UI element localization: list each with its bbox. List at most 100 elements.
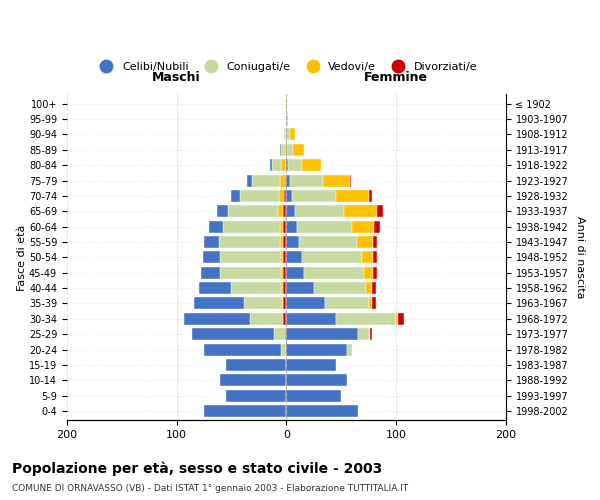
Bar xyxy=(314,282,367,294)
Bar xyxy=(302,252,362,264)
Bar xyxy=(374,220,380,232)
Bar xyxy=(370,328,372,340)
Text: Femmine: Femmine xyxy=(364,70,428,84)
Bar xyxy=(286,252,302,264)
Bar xyxy=(204,344,281,355)
Bar xyxy=(240,190,278,202)
Bar xyxy=(286,220,297,232)
Bar xyxy=(284,190,286,202)
Text: Popolazione per età, sesso e stato civile - 2003: Popolazione per età, sesso e stato civil… xyxy=(12,461,382,475)
Bar xyxy=(199,282,232,294)
Bar xyxy=(220,374,286,386)
Bar xyxy=(281,267,283,278)
Bar xyxy=(286,236,299,248)
Bar xyxy=(290,174,323,186)
Bar xyxy=(281,144,284,156)
Bar xyxy=(323,174,350,186)
Bar xyxy=(285,174,286,186)
Bar xyxy=(286,313,335,325)
Bar xyxy=(283,313,286,325)
Bar xyxy=(283,298,286,310)
Bar xyxy=(286,390,341,402)
Bar xyxy=(232,282,281,294)
Bar xyxy=(228,206,278,218)
Bar xyxy=(283,267,286,278)
Bar xyxy=(226,390,286,402)
Bar xyxy=(368,328,370,340)
Bar xyxy=(372,298,376,310)
Bar xyxy=(372,282,376,294)
Bar xyxy=(286,190,292,202)
Bar xyxy=(286,113,287,125)
Bar xyxy=(286,267,304,278)
Bar xyxy=(281,159,286,171)
Bar xyxy=(335,313,396,325)
Text: COMUNE DI ORNAVASSO (VB) - Dati ISTAT 1° gennaio 2003 - Elaborazione TUTTITALIA.: COMUNE DI ORNAVASSO (VB) - Dati ISTAT 1°… xyxy=(12,484,408,493)
Bar xyxy=(286,344,347,355)
Y-axis label: Fasce di età: Fasce di età xyxy=(17,224,28,290)
Bar xyxy=(274,328,285,340)
Bar xyxy=(250,313,283,325)
Legend: Celibi/Nubili, Coniugati/e, Vedovi/e, Divorziati/e: Celibi/Nubili, Coniugati/e, Vedovi/e, Di… xyxy=(91,58,482,76)
Bar xyxy=(287,113,289,125)
Bar xyxy=(283,206,286,218)
Text: Maschi: Maschi xyxy=(152,70,201,84)
Bar xyxy=(204,405,286,417)
Bar xyxy=(364,267,373,278)
Bar xyxy=(286,98,287,110)
Bar xyxy=(220,267,281,278)
Bar xyxy=(286,128,290,140)
Bar xyxy=(217,206,228,218)
Bar xyxy=(352,220,374,232)
Bar xyxy=(220,236,280,248)
Bar xyxy=(278,206,283,218)
Bar xyxy=(287,144,293,156)
Bar xyxy=(286,405,358,417)
Bar xyxy=(284,144,286,156)
Bar xyxy=(286,374,347,386)
Bar xyxy=(373,236,377,248)
Bar xyxy=(297,220,352,232)
Bar xyxy=(295,206,344,218)
Bar xyxy=(204,236,220,248)
Bar xyxy=(335,190,368,202)
Bar xyxy=(283,282,286,294)
Bar xyxy=(356,236,373,248)
Bar xyxy=(280,144,281,156)
Bar xyxy=(192,328,274,340)
Bar xyxy=(285,328,286,340)
Bar xyxy=(302,159,322,171)
Bar xyxy=(368,298,372,310)
Bar xyxy=(286,328,358,340)
Bar xyxy=(347,344,352,355)
Bar xyxy=(280,220,283,232)
Bar xyxy=(344,206,377,218)
Bar xyxy=(283,220,286,232)
Bar xyxy=(289,159,302,171)
Bar xyxy=(252,174,280,186)
Bar xyxy=(286,206,295,218)
Bar xyxy=(283,252,286,264)
Bar xyxy=(286,144,287,156)
Bar xyxy=(280,236,283,248)
Bar xyxy=(201,267,220,278)
Bar xyxy=(194,298,244,310)
Bar xyxy=(373,252,377,264)
Bar xyxy=(377,206,383,218)
Bar xyxy=(232,190,240,202)
Bar xyxy=(292,190,335,202)
Bar xyxy=(358,328,368,340)
Bar xyxy=(282,298,283,310)
Bar xyxy=(368,190,372,202)
Bar xyxy=(203,252,220,264)
Bar xyxy=(286,282,314,294)
Bar xyxy=(299,236,356,248)
Bar xyxy=(304,267,364,278)
Bar xyxy=(220,252,281,264)
Bar xyxy=(278,190,284,202)
Bar xyxy=(367,282,372,294)
Bar xyxy=(284,128,285,140)
Bar xyxy=(281,344,286,355)
Bar xyxy=(283,236,286,248)
Bar xyxy=(226,359,286,371)
